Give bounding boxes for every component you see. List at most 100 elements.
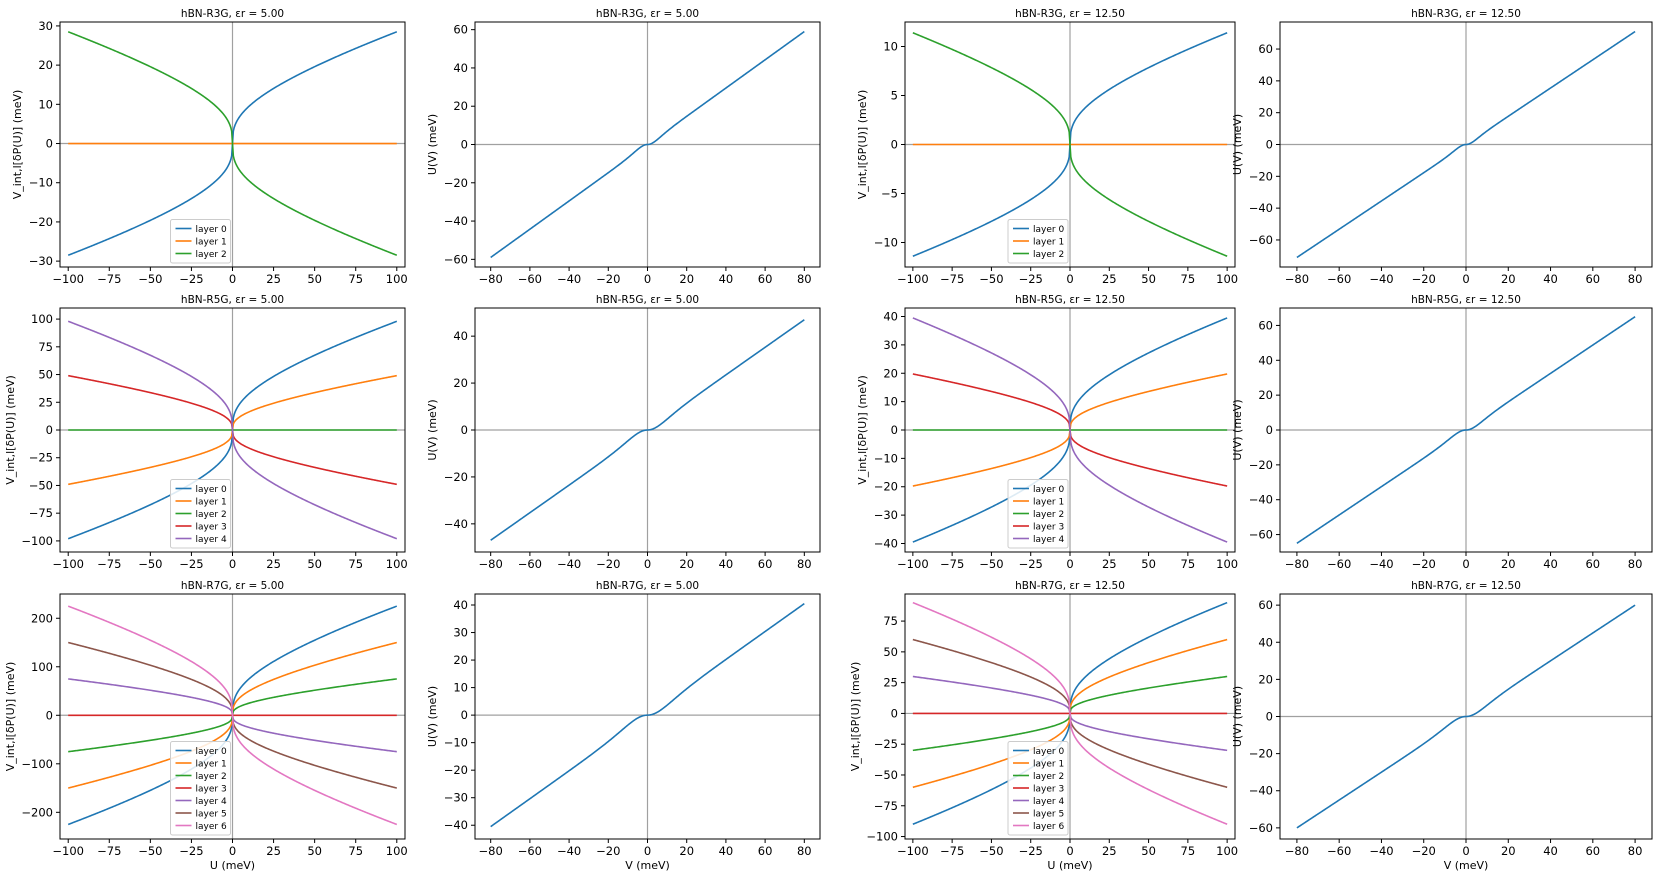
legend-label-2: layer 2 [1033,772,1064,782]
x-tick-label: −100 [897,557,929,571]
x-tick-label: 20 [679,272,694,286]
y-tick-label: 40 [453,61,468,75]
y-tick-label: 0 [891,706,898,720]
y-tick-label: 0 [1266,710,1273,724]
x-tick-label: −80 [479,844,503,858]
x-tick-label: −20 [1412,272,1436,286]
x-tick-label: −60 [518,844,542,858]
series-u-of-v [490,30,805,259]
chart-title: hBN-R5G, εr = 12.50 [1411,294,1521,306]
legend-label-0: layer 0 [1033,225,1064,235]
y-tick-label: −50 [874,768,898,782]
y-tick-label: −40 [874,536,898,550]
y-tick-label: 0 [1266,138,1273,152]
plot-area [1296,604,1636,829]
y-tick-label: 60 [1258,318,1273,332]
y-tick-label: −20 [29,215,53,229]
legend-label-5: layer 5 [196,810,227,820]
legend: layer 0 layer 1 layer 2 [1007,219,1069,264]
x-tick-label: −75 [97,844,121,858]
series-layer-2 [912,32,1228,257]
x-tick-label: 80 [797,844,812,858]
x-tick-label: −75 [97,557,121,571]
chart-title: hBN-R7G, εr = 12.50 [1015,580,1125,592]
y-tick-label: 10 [883,40,898,54]
chart-panel-6: −100 −75 −50 −25 0 25 50 75 100−40−30−20−1001020… [856,294,1238,571]
chart-title: hBN-R5G, εr = 5.00 [596,294,699,306]
x-tick-label: 20 [1501,557,1516,571]
y-tick-label: 100 [31,660,53,674]
x-tick-label: −100 [897,272,929,286]
legend: layer 0 layer 1 layer 2 [170,219,231,264]
y-tick-label: 0 [891,423,898,437]
x-tick-label: 0 [1462,844,1469,858]
x-tick-label: −75 [97,272,121,286]
x-axis-label: V (meV) [625,859,670,872]
chart-panel-11: −80 −60 −40 −20 0 20 40 60 80 −60 −40 −20 0 20 40 60 hBN… [1231,580,1653,872]
x-tick-label: −40 [557,272,581,286]
y-tick-label: 50 [38,368,53,382]
x-tick-label: −80 [1285,557,1309,571]
series-layer-2 [67,31,398,256]
y-tick-label: 60 [1258,598,1273,612]
series-u-of-v [1296,316,1636,544]
y-tick-label: 0 [461,138,468,152]
plot-area [912,32,1228,257]
series-u-of-v [490,319,805,541]
x-tick-label: 100 [1216,272,1238,286]
y-tick-label: −10 [29,176,53,190]
x-tick-label: 80 [1628,844,1643,858]
y-tick-label: −100 [866,830,898,844]
chart-panel-4: −100 −75 −50 −25 0 25 50 75 100 −100 −75 −50 −25 0 25 5… [4,294,408,571]
x-tick-label: −20 [1412,844,1436,858]
y-tick-label: −30 [29,254,53,268]
x-tick-label: −100 [52,557,84,571]
x-tick-label: 75 [1181,272,1196,286]
x-tick-label: −25 [1019,844,1043,858]
x-tick-label: 40 [719,272,734,286]
x-tick-label: 60 [758,557,773,571]
legend-label-6: layer 6 [1033,822,1064,832]
x-tick-label: −100 [52,844,84,858]
y-tick-label: −40 [1249,493,1273,507]
legend-box [1007,219,1069,264]
y-tick-label: −40 [1249,201,1273,215]
legend-label-1: layer 1 [1033,238,1064,248]
y-tick-label: −50 [29,478,53,492]
x-tick-label: −25 [179,272,203,286]
x-tick-label: 25 [1102,557,1117,571]
legend-label-2: layer 2 [196,250,227,260]
x-tick-label: −50 [979,272,1003,286]
x-tick-label: −25 [179,557,203,571]
x-tick-label: 60 [1585,557,1600,571]
x-tick-label: −20 [596,844,620,858]
y-tick-label: −10 [444,736,468,750]
y-tick-label: −20 [444,470,468,484]
legend-label-3: layer 3 [196,523,227,533]
x-tick-label: 50 [307,557,322,571]
x-tick-label: 100 [386,557,408,571]
y-tick-label: 30 [38,19,53,33]
y-tick-label: −20 [1249,458,1273,472]
x-tick-label: −25 [1019,272,1043,286]
x-tick-label: −40 [557,557,581,571]
x-tick-label: −80 [479,557,503,571]
x-tick-label: 0 [229,557,236,571]
x-tick-label: −75 [940,557,964,571]
chart-title: hBN-R3G, εr = 12.50 [1411,8,1521,20]
legend-box [1007,479,1069,549]
y-axis-label: V_int,l[δP(U)] (meV) [856,90,869,200]
legend-label-3: layer 3 [196,785,227,795]
y-tick-label: −20 [1249,169,1273,183]
series-layer-4 [912,317,1228,543]
y-tick-label: 0 [891,138,898,152]
legend-label-6: layer 6 [196,822,227,832]
chart-title: hBN-R3G, εr = 12.50 [1015,8,1125,20]
legend: layer 0 layer 1 layer 2 layer 3 layer 4 layer… [1007,741,1069,836]
chart-title: hBN-R5G, εr = 5.00 [181,294,284,306]
y-tick-label: 200 [31,611,53,625]
x-tick-label: 100 [386,844,408,858]
chart-title: hBN-R5G, εr = 12.50 [1015,294,1125,306]
x-tick-label: 0 [1066,557,1073,571]
x-tick-label: 75 [1181,844,1196,858]
